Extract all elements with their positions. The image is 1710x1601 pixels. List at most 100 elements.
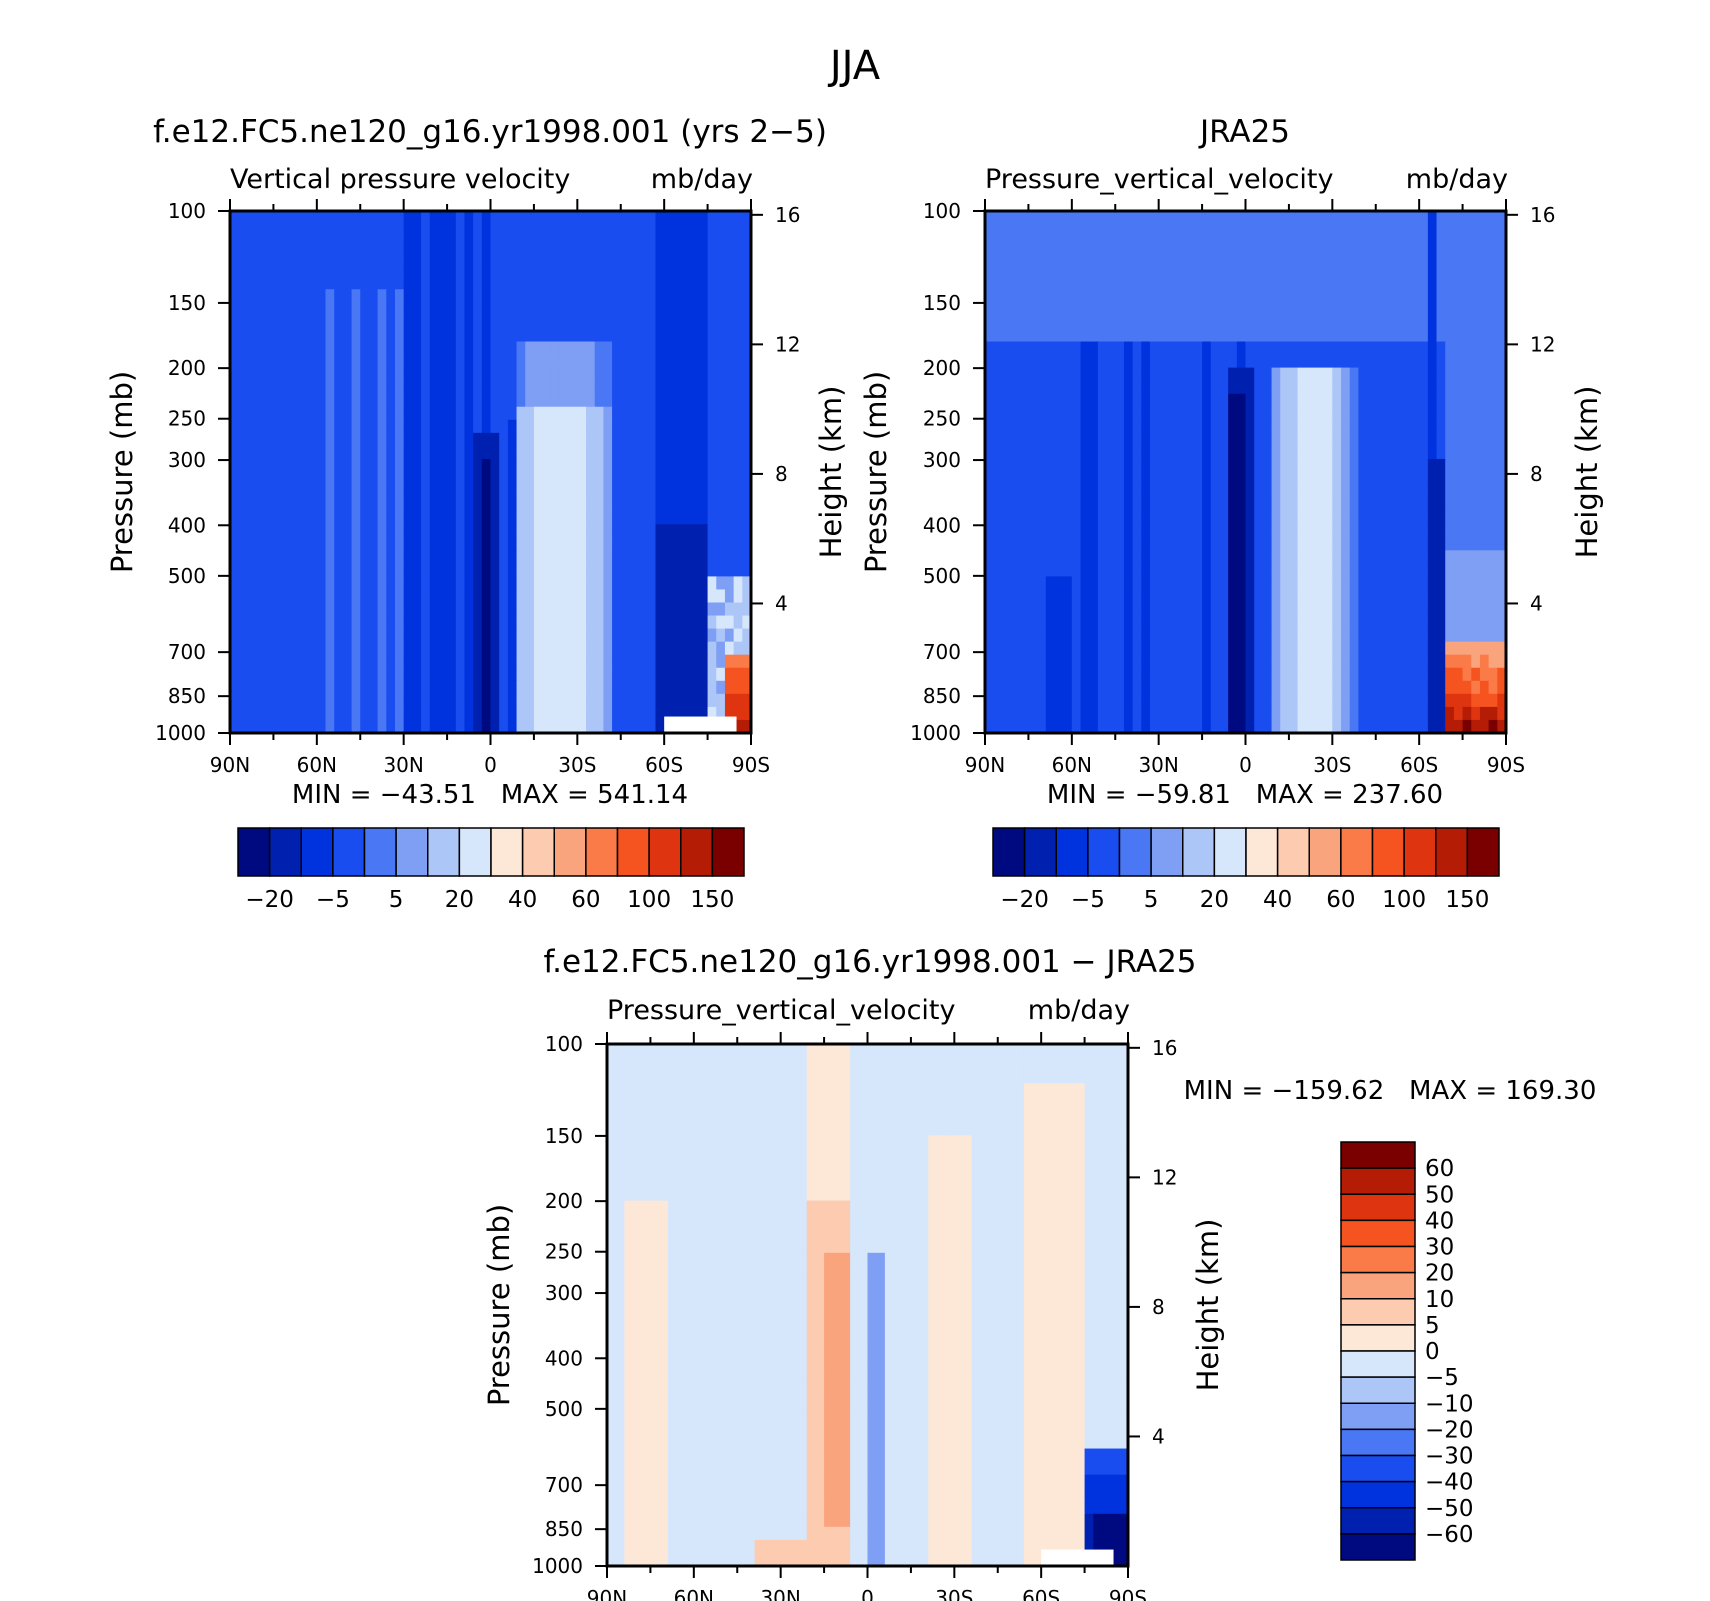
heatmap-cell — [273, 328, 283, 343]
heatmap-cell — [525, 354, 535, 369]
heatmap-cell — [1384, 224, 1394, 238]
heatmap-cell — [342, 498, 353, 512]
heatmap-cell — [1080, 589, 1090, 604]
heatmap-cell — [1228, 602, 1238, 617]
heatmap-cell — [559, 706, 570, 721]
heatmap-cell — [256, 537, 266, 551]
heatmap-cell — [620, 524, 631, 538]
heatmap-cell — [1080, 393, 1090, 408]
heatmap-cell — [1115, 706, 1125, 721]
heatmap-cell — [1167, 498, 1177, 512]
heatmap-cell — [1149, 511, 1160, 525]
heatmap-cell — [1323, 511, 1333, 525]
x-tick-label: 0 — [484, 753, 497, 777]
heatmap-cell — [742, 537, 751, 551]
heatmap-cell — [1011, 445, 1021, 460]
heatmap-cell — [377, 472, 387, 486]
colorbar-box — [1403, 827, 1437, 877]
heatmap-cell — [1045, 224, 1056, 238]
heatmap-cell — [1002, 472, 1012, 486]
heatmap-cell — [1123, 211, 1134, 225]
heatmap-cell — [1037, 628, 1047, 643]
heatmap-cell — [1471, 419, 1481, 434]
heatmap-cell — [499, 667, 509, 682]
heatmap-cell — [1367, 654, 1377, 669]
heatmap-cell — [1123, 550, 1134, 564]
heatmap-cell — [1288, 328, 1299, 343]
heatmap-cell — [1254, 432, 1264, 447]
heatmap-cell — [1332, 693, 1342, 708]
heatmap-cell — [247, 432, 257, 447]
heatmap-cell — [612, 341, 622, 356]
heatmap-cell — [559, 563, 570, 577]
heatmap-cell — [1184, 250, 1194, 264]
heatmap-cell — [1115, 537, 1125, 551]
heatmap-cell — [273, 498, 283, 512]
heatmap-cell — [334, 276, 344, 290]
heatmap-cell — [342, 458, 353, 473]
heatmap-cell — [672, 432, 683, 447]
heatmap-cell — [377, 511, 387, 525]
heatmap-cell — [1141, 576, 1151, 591]
heatmap-cell — [1097, 667, 1108, 682]
heatmap-cell — [551, 224, 561, 238]
heatmap-cell — [1280, 511, 1290, 525]
heatmap-cell — [1358, 315, 1368, 330]
heatmap-cell — [386, 445, 396, 460]
heatmap-cell — [1384, 550, 1394, 564]
heatmap-cell — [1097, 615, 1108, 630]
heatmap-cell — [1002, 354, 1012, 369]
heatmap-cell — [1488, 589, 1498, 604]
heatmap-cell — [1202, 472, 1212, 486]
heatmap-cell — [672, 498, 683, 512]
heatmap-cell — [1254, 250, 1264, 264]
heatmap-cell — [1393, 485, 1403, 499]
heatmap-cell — [264, 693, 275, 708]
heatmap-cell — [646, 511, 657, 525]
heatmap-cell — [1132, 628, 1142, 643]
heatmap-cell — [698, 472, 709, 486]
heatmap-cell — [1158, 432, 1168, 447]
heatmap-cell — [455, 341, 466, 356]
heatmap-cell — [238, 263, 248, 277]
heatmap-cell — [403, 289, 413, 303]
heatmap-cell — [230, 380, 240, 395]
heatmap-cell — [1306, 615, 1316, 630]
heatmap-cell — [993, 276, 1003, 290]
heatmap-cell — [1254, 602, 1264, 617]
y-tick-label: 150 — [168, 291, 206, 315]
heatmap-cell — [1228, 524, 1238, 538]
heatmap-cell — [1141, 237, 1151, 251]
heatmap-cell — [1384, 680, 1394, 695]
heatmap-cell — [594, 524, 604, 538]
heatmap-cell — [481, 693, 492, 708]
heatmap-cell — [1332, 393, 1342, 408]
heatmap-cell — [1054, 211, 1064, 225]
heatmap-cell — [1219, 276, 1229, 290]
heatmap-cell — [1453, 354, 1464, 369]
heatmap-cell — [1306, 693, 1316, 708]
heatmap-cell — [1375, 498, 1386, 512]
heatmap-cell — [1063, 550, 1073, 564]
heatmap-cell — [1019, 485, 1030, 499]
heatmap-cell — [1132, 537, 1142, 551]
heatmap-cell — [698, 563, 709, 577]
heatmap-cell — [1106, 654, 1116, 669]
heatmap-cell — [429, 328, 439, 343]
heatmap-cell — [1323, 602, 1333, 617]
heatmap-cell — [1384, 380, 1394, 395]
heatmap-cell — [238, 563, 248, 577]
heatmap-cell — [1115, 576, 1125, 591]
heatmap-cell — [1219, 224, 1229, 238]
heatmap-cell — [1236, 628, 1247, 643]
heatmap-cell — [672, 328, 683, 343]
heatmap-cell — [1097, 458, 1108, 473]
heatmap-cell — [672, 263, 683, 277]
min-max-stats: MIN = −59.81 MAX = 237.60 — [1047, 780, 1443, 810]
heatmap-cell — [1176, 289, 1186, 303]
heatmap-cell — [1193, 641, 1203, 656]
heatmap-cell — [386, 458, 396, 473]
heatmap-cell — [716, 276, 726, 290]
heatmap-cell — [1245, 224, 1255, 238]
heatmap-cell — [568, 367, 578, 382]
